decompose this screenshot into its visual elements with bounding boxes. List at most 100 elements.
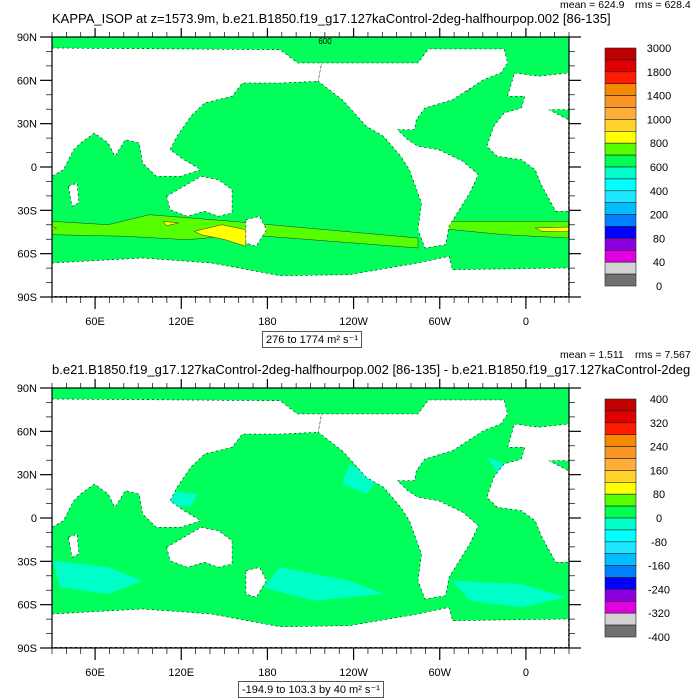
lon-label: 0: [523, 667, 529, 679]
colorbar-label: 0: [656, 513, 662, 525]
colorbar-box: [604, 553, 637, 566]
negative-anomaly-patch: [342, 464, 377, 494]
colorbar-label: -240: [648, 584, 670, 596]
contour-label: 600: [318, 37, 332, 46]
lon-label: 0: [523, 316, 529, 328]
colorbar-box: [604, 214, 637, 227]
lat-label: 30N: [17, 119, 37, 131]
colorbar-label: 800: [650, 138, 668, 150]
panel2-title: b.e21.B1850.f19_g17.127kaControl-2deg-ha…: [52, 362, 691, 377]
panel1-mean: mean = 624.9: [560, 0, 625, 11]
lat-label: 30N: [17, 470, 37, 482]
colorbar-box: [604, 434, 637, 447]
lon-label: 180: [258, 316, 276, 328]
colorbar-box: [604, 47, 637, 61]
panel2-range-box: -194.9 to 103.3 by 40 m² s⁻¹: [238, 681, 384, 698]
panel1-rms: rms = 628.4: [635, 0, 691, 11]
land-americas: [317, 48, 508, 249]
colorbar-box: [604, 202, 637, 215]
colorbar-box: [604, 250, 637, 263]
lat-label: 30S: [17, 556, 37, 568]
colorbar-box: [604, 470, 637, 483]
colorbar-label: -400: [648, 632, 670, 644]
panel1-range-box: 276 to 1774 m² s⁻¹: [262, 331, 363, 348]
colorbar-box: [604, 154, 637, 168]
contour-high: [162, 220, 179, 226]
colorbar-box: [604, 458, 637, 471]
colorbar-box: [604, 142, 637, 156]
land-americas: [317, 399, 508, 600]
colorbar-box: [604, 505, 637, 519]
colorbar-box: [604, 600, 637, 614]
colorbar-label: 240: [650, 442, 668, 454]
land-antarctica: [51, 606, 569, 648]
colorbar-box: [604, 95, 637, 108]
colorbar-box: [604, 446, 637, 459]
colorbar-box: [604, 624, 637, 638]
panel2-rms: rms = 7.567: [635, 349, 691, 361]
lon-label: 60W: [428, 667, 451, 679]
colorbar-box: [604, 612, 637, 626]
lat-label: 90S: [17, 643, 37, 655]
land-australia: [166, 175, 233, 217]
colorbar-box: [604, 190, 637, 204]
negative-anomaly-patch: [53, 560, 143, 594]
lon-label: 120E: [168, 316, 194, 328]
colorbar-2: 400 320 240 160 80 0 -80 -160 -240 -320 -400: [604, 394, 670, 644]
colorbar-label: 1400: [647, 91, 671, 103]
colorbar-label: 80: [653, 489, 665, 501]
colorbar-box: [604, 83, 637, 96]
colorbar-label: 3000: [647, 43, 671, 55]
lat-label: 30S: [17, 205, 37, 217]
colorbar-box: [604, 410, 637, 424]
colorbar-label: 1000: [647, 114, 671, 126]
colorbar-box: [604, 273, 637, 287]
lon-label: 180: [258, 667, 276, 679]
colorbar-label: 320: [650, 418, 668, 430]
colorbar-label: 80: [653, 233, 665, 245]
lat-label: 90N: [17, 383, 37, 395]
lat-label: 60S: [17, 249, 37, 261]
land-new-zealand: [245, 566, 267, 598]
land-eurasia: [51, 47, 322, 177]
colorbar-label: -160: [648, 561, 670, 573]
colorbar-label: 160: [650, 465, 668, 477]
colorbar-box: [604, 178, 637, 192]
colorbar-label: 600: [650, 162, 668, 174]
lat-label: 60N: [17, 75, 37, 87]
land-eurasia: [51, 398, 322, 528]
lat-label: 60S: [17, 600, 37, 612]
land-antarctica: [51, 255, 569, 297]
colorbar-box: [604, 71, 637, 85]
colorbar-box: [604, 577, 637, 590]
lat-label: 90N: [17, 32, 37, 44]
colorbar-label: -80: [651, 537, 667, 549]
lon-label: 60E: [85, 316, 105, 328]
panel1-title: KAPPA_ISOP at z=1573.9m, b.e21.B1850.f19…: [52, 11, 611, 26]
colorbar-box: [604, 541, 637, 554]
map-panel-1: 90N 60N 30N 0 30S 60S 90S 60E 120E 180 120W 60W 0 600: [17, 28, 581, 328]
colorbar-box: [604, 493, 637, 507]
land-madagascar: [68, 533, 80, 558]
lon-label: 120W: [339, 316, 368, 328]
colorbar-box: [604, 398, 637, 412]
colorbar-label: 0: [656, 281, 662, 293]
panel2-mean: mean = 1.511: [560, 349, 624, 361]
colorbar-label: 40: [653, 257, 665, 269]
colorbar-box: [604, 166, 637, 180]
lon-label: 60W: [428, 316, 451, 328]
colorbar-box: [604, 589, 637, 602]
lat-label: 0: [31, 513, 37, 525]
lat-label: 90S: [17, 292, 37, 304]
colorbar-box: [604, 107, 637, 120]
negative-anomaly-patch: [166, 490, 198, 508]
colorbar-box: [604, 529, 637, 543]
colorbar-box: [604, 226, 637, 239]
colorbar-box: [604, 422, 637, 435]
colorbar-box: [604, 517, 637, 531]
colorbar-box: [604, 59, 637, 73]
negative-anomaly-patch: [452, 580, 567, 608]
land-madagascar: [68, 182, 80, 207]
colorbar-label: 400: [650, 186, 668, 198]
